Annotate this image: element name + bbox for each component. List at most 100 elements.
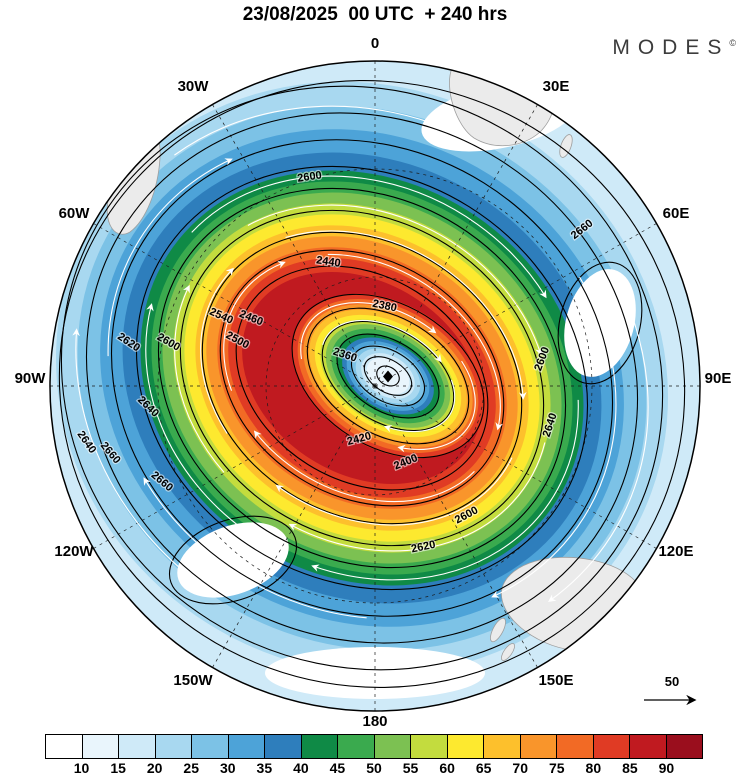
streamline — [145, 303, 245, 531]
vortex-center-icon — [383, 370, 393, 383]
meridian-line — [212, 104, 376, 387]
longitude-labels: 0 30E 60E 90E 120E 150E 180 150W 120W 90W 60W 30W — [15, 35, 732, 730]
streamline — [72, 328, 203, 587]
longitude-label: 30E — [543, 78, 570, 95]
colorbar-segment — [447, 735, 484, 758]
height-contour — [351, 345, 425, 407]
colorbar-ticks: 10 15 20 25 30 35 40 45 50 55 60 65 70 75 80 85 90 — [45, 760, 703, 780]
streamline — [288, 442, 546, 552]
colorbar-segment — [119, 735, 156, 758]
longitude-label: 60E — [663, 205, 690, 222]
streamline-group-outer — [72, 105, 649, 619]
streamline — [253, 430, 475, 502]
colorbar-tick-label: 45 — [329, 760, 346, 776]
colorbar-tick-label: 85 — [622, 760, 638, 776]
colorbar-segment — [82, 735, 119, 758]
colorbar — [45, 734, 703, 759]
height-contour — [363, 356, 413, 396]
longitude-label: 90W — [15, 370, 47, 387]
longitude-label: 120E — [658, 543, 693, 560]
contour-label: 2600 — [297, 169, 323, 184]
colorbar-tick-label: 70 — [512, 760, 529, 776]
colorbar-tick-label: 35 — [256, 760, 273, 776]
page-title: 23/08/2025 00 UTC + 240 hrs — [242, 4, 508, 25]
height-contour — [179, 209, 545, 547]
reference-vector: 50 — [644, 674, 697, 706]
colorbar-segment — [155, 735, 192, 758]
streamline — [491, 276, 617, 598]
streamline — [285, 230, 527, 400]
longitude-label: 30W — [178, 78, 210, 95]
colorbar-tick-label: 20 — [146, 760, 163, 776]
height-contour — [306, 307, 470, 445]
streamline — [107, 158, 233, 357]
map-boundary — [49, 60, 701, 712]
colorbar-segment — [557, 735, 594, 758]
longitude-label: 0 — [371, 35, 379, 52]
streamline — [174, 284, 225, 473]
colorbar-segment — [484, 735, 521, 758]
colorbar-tick-label: 60 — [439, 760, 455, 776]
meridian-line — [374, 223, 657, 387]
longitude-label: 120W — [54, 543, 94, 560]
colorbar-tick-label: 10 — [73, 760, 90, 776]
height-contour — [60, 85, 664, 671]
height-contour — [58, 80, 686, 688]
colorbar-tick-label: 65 — [475, 760, 492, 776]
colorbar-segment — [520, 735, 557, 758]
streamline — [247, 204, 543, 356]
colorbar-tick-label: 40 — [293, 760, 309, 776]
landmass — [500, 643, 516, 661]
longitude-label: 90E — [705, 370, 732, 387]
contour-label: 2440 — [315, 254, 341, 269]
colorbar-tick-label: 90 — [658, 760, 675, 776]
streamline — [223, 261, 286, 391]
streamline — [275, 457, 513, 526]
height-contour — [291, 293, 485, 459]
colorbar-segment — [301, 735, 338, 758]
height-contour — [336, 333, 440, 419]
height-contour — [219, 249, 505, 507]
contour-group-inner — [291, 293, 485, 459]
streamline — [383, 379, 456, 433]
streamline — [397, 360, 476, 453]
height-contour — [85, 112, 639, 644]
streamline — [174, 105, 434, 156]
contour-group-outer — [60, 85, 664, 671]
colorbar-tick-label: 15 — [110, 760, 126, 776]
height-contour — [135, 165, 589, 591]
longitude-label: 180 — [362, 713, 387, 730]
colorbar-segment — [338, 735, 375, 758]
height-contour — [168, 515, 298, 605]
height-contour — [321, 320, 455, 432]
colorbar-tick-label: 30 — [219, 760, 236, 776]
modes-logo: MODES© — [612, 36, 736, 60]
colorbar-segment — [192, 735, 229, 758]
height-contour — [557, 261, 643, 385]
calm-region — [564, 269, 636, 377]
colorbar-segment — [46, 735, 83, 758]
streamline — [191, 175, 547, 299]
colorbar-segment — [265, 735, 302, 758]
streamline — [322, 319, 442, 363]
map-interior: 2600266026402600262024002420238023602440… — [50, 61, 700, 711]
streamline — [327, 253, 503, 431]
calm-region — [177, 522, 289, 598]
colorbar-tick-label: 25 — [183, 760, 200, 776]
height-contours — [58, 80, 686, 688]
streamline — [311, 399, 579, 581]
height-contour — [235, 265, 489, 491]
meridian-line — [93, 385, 376, 549]
modes-logo-text: MODES — [612, 36, 730, 59]
colorbar-segment — [228, 735, 265, 758]
polar-map: 0 30E 60E 90E 120E 150E 180 150W 120W 90W 60W 30W 2… — [15, 35, 732, 730]
longitude-label: 60W — [59, 205, 91, 222]
streamline — [143, 477, 367, 619]
colorbar-segment — [666, 735, 702, 758]
meridian-line — [374, 385, 657, 549]
latitude-circle — [265, 276, 485, 496]
longitude-label: 150E — [538, 672, 573, 689]
height-contour — [201, 231, 523, 525]
colorbar-tick-label: 55 — [402, 760, 419, 776]
colorbar-tick-label: 50 — [366, 760, 382, 776]
